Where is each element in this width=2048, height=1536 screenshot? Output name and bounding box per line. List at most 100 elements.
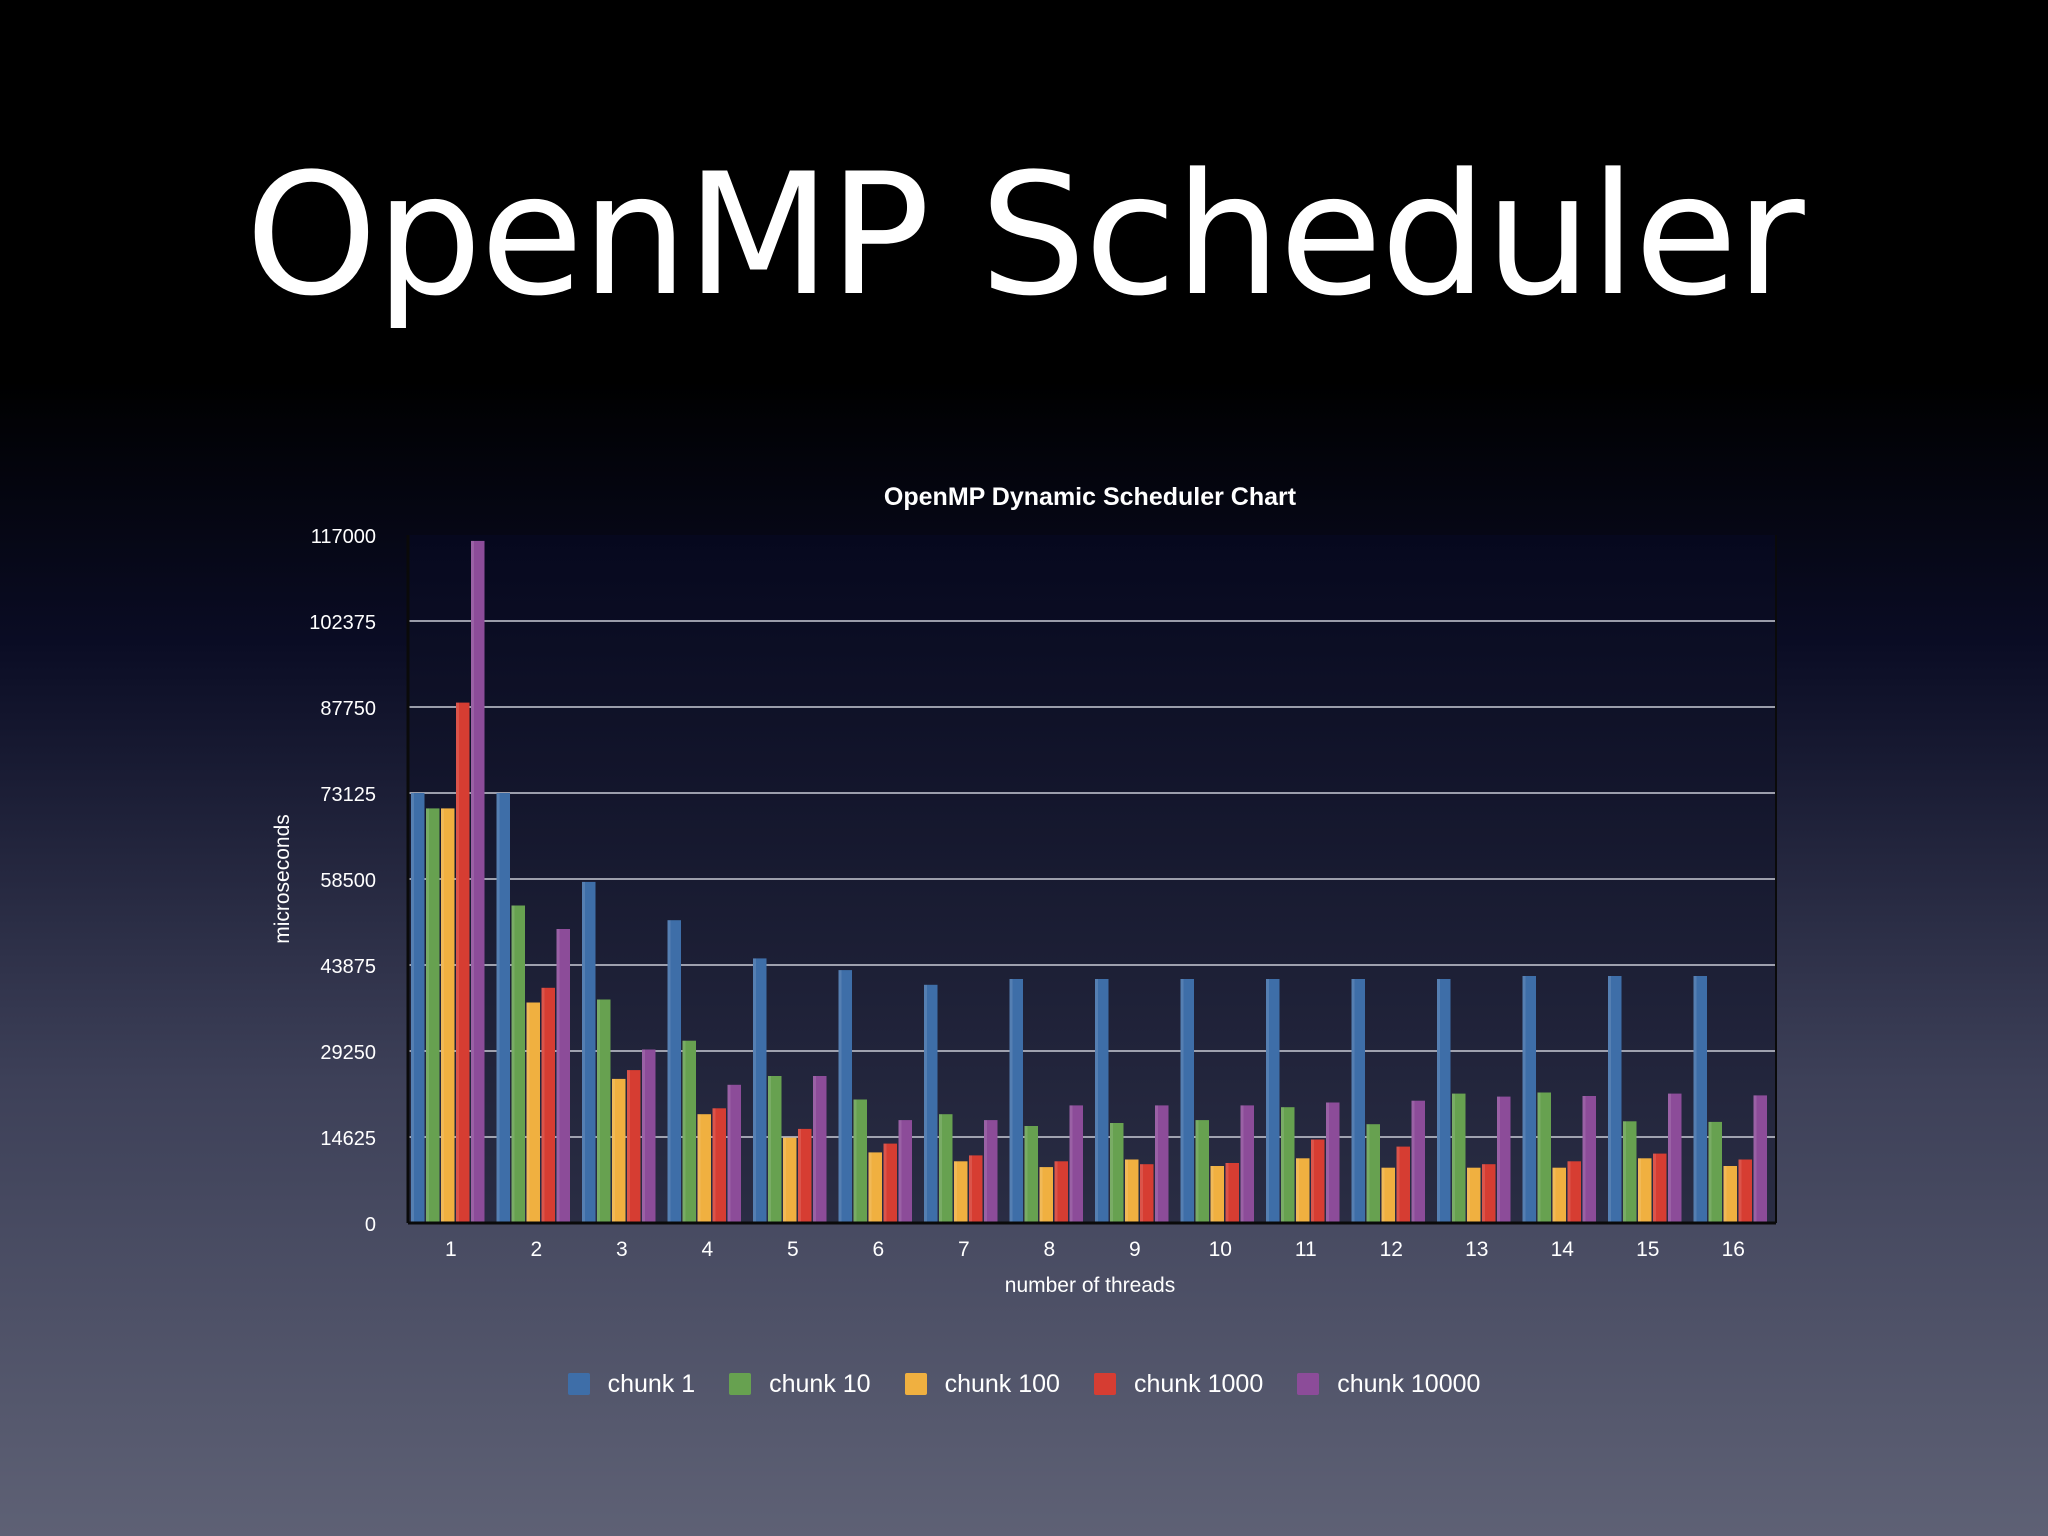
bar (1437, 979, 1451, 1223)
bar-highlight (1366, 1124, 1370, 1223)
bar (496, 793, 510, 1223)
bar-highlight (1608, 976, 1611, 1223)
bar (426, 808, 440, 1223)
bar (1311, 1139, 1325, 1223)
bar (1024, 1126, 1038, 1223)
bar (1537, 1092, 1551, 1223)
bar (1452, 1093, 1466, 1223)
bar-highlight (1653, 1153, 1656, 1223)
bar (1497, 1096, 1511, 1223)
x-tick-label: 16 (1722, 1238, 1745, 1261)
bar-highlight (868, 1152, 872, 1223)
bar-highlight (1522, 976, 1526, 1223)
bar (1708, 1121, 1722, 1223)
axes: 0146252925043875585007312587750102375117… (309, 526, 1777, 1261)
bar-highlight (1210, 1166, 1214, 1223)
x-tick-label: 13 (1465, 1238, 1488, 1261)
bar-highlight (1567, 1161, 1571, 1223)
bar-highlight (627, 1070, 630, 1223)
bar-highlight (1552, 1167, 1556, 1223)
bar (898, 1120, 912, 1223)
bar-highlight (1240, 1105, 1244, 1223)
bar (597, 999, 611, 1223)
x-tick-label: 15 (1636, 1238, 1659, 1261)
legend-label: chunk 1000 (1133, 1369, 1264, 1398)
bar-highlight (496, 793, 500, 1223)
bar-highlight (597, 999, 600, 1223)
bar-highlight (1024, 1126, 1028, 1223)
bar (1326, 1102, 1340, 1223)
bar-highlight (1668, 1093, 1671, 1223)
y-tick-label: 87750 (320, 698, 376, 720)
bar (1582, 1096, 1596, 1223)
x-axis-label: number of threads (1005, 1274, 1175, 1297)
bar-highlight (1623, 1121, 1626, 1223)
bar-highlight (1180, 979, 1184, 1223)
y-tick-label: 0 (365, 1214, 376, 1236)
bar (526, 1002, 540, 1223)
bar-highlight (1467, 1167, 1470, 1223)
legend-swatch (1297, 1373, 1320, 1395)
legend-label: chunk 100 (944, 1369, 1060, 1398)
legend-label: chunk 10 (769, 1369, 871, 1398)
bar-highlight (1582, 1096, 1586, 1223)
bar (456, 702, 470, 1223)
bar (1567, 1161, 1581, 1223)
bar (1210, 1166, 1224, 1223)
bar (1195, 1120, 1209, 1223)
legend-item: chunk 1 (567, 1370, 695, 1399)
bar (924, 984, 938, 1223)
bar (1125, 1159, 1139, 1223)
bar (1693, 976, 1707, 1223)
x-tick-label: 4 (701, 1238, 713, 1261)
bar-highlight (727, 1084, 731, 1223)
bar-highlight (838, 970, 842, 1223)
y-tick-label: 29250 (320, 1042, 376, 1064)
bar-highlight (1281, 1107, 1284, 1223)
bar-highlight (1266, 979, 1269, 1223)
legend-item: chunk 100 (904, 1369, 1060, 1399)
bar-highlight (783, 1137, 786, 1223)
bar-highlight (954, 1161, 957, 1223)
x-tick-label: 3 (616, 1238, 628, 1261)
bar (1240, 1105, 1254, 1223)
slide-title: OpenMP Scheduler (245, 137, 1804, 333)
bar (838, 970, 852, 1223)
bar-highlight (1140, 1164, 1143, 1223)
bar (984, 1120, 998, 1223)
bar (727, 1084, 741, 1223)
bar (753, 958, 767, 1223)
bar-highlight (1396, 1146, 1400, 1223)
bar (1396, 1146, 1410, 1223)
bar (471, 540, 485, 1223)
bar-highlight (898, 1120, 902, 1223)
bar (954, 1161, 968, 1223)
bar-highlight (924, 984, 927, 1223)
bar-highlight (798, 1128, 801, 1223)
bar (1281, 1107, 1295, 1223)
bar-highlight (1482, 1164, 1485, 1223)
bar (556, 929, 570, 1223)
bar-highlight (1311, 1139, 1314, 1223)
bar-highlight (667, 920, 671, 1223)
bar-highlight (697, 1114, 701, 1223)
y-tick-label: 58500 (320, 870, 376, 892)
bar-highlight (1411, 1100, 1415, 1223)
bar-highlight (642, 1049, 645, 1223)
bar (813, 1076, 827, 1223)
bar-highlight (1326, 1102, 1329, 1223)
bar (1381, 1167, 1395, 1223)
bar-highlight (1497, 1096, 1500, 1223)
bar-highlight (1069, 1105, 1073, 1223)
bar-highlight (1095, 979, 1098, 1223)
x-tick-label: 8 (1043, 1238, 1055, 1261)
bar-highlight (1693, 976, 1697, 1223)
bar (768, 1076, 782, 1223)
legend-swatch (904, 1373, 927, 1395)
x-tick-label: 10 (1209, 1238, 1232, 1261)
bar-highlight (426, 808, 429, 1223)
bar-highlight (612, 1078, 615, 1223)
bar (682, 1040, 696, 1223)
x-tick-label: 2 (530, 1238, 542, 1261)
